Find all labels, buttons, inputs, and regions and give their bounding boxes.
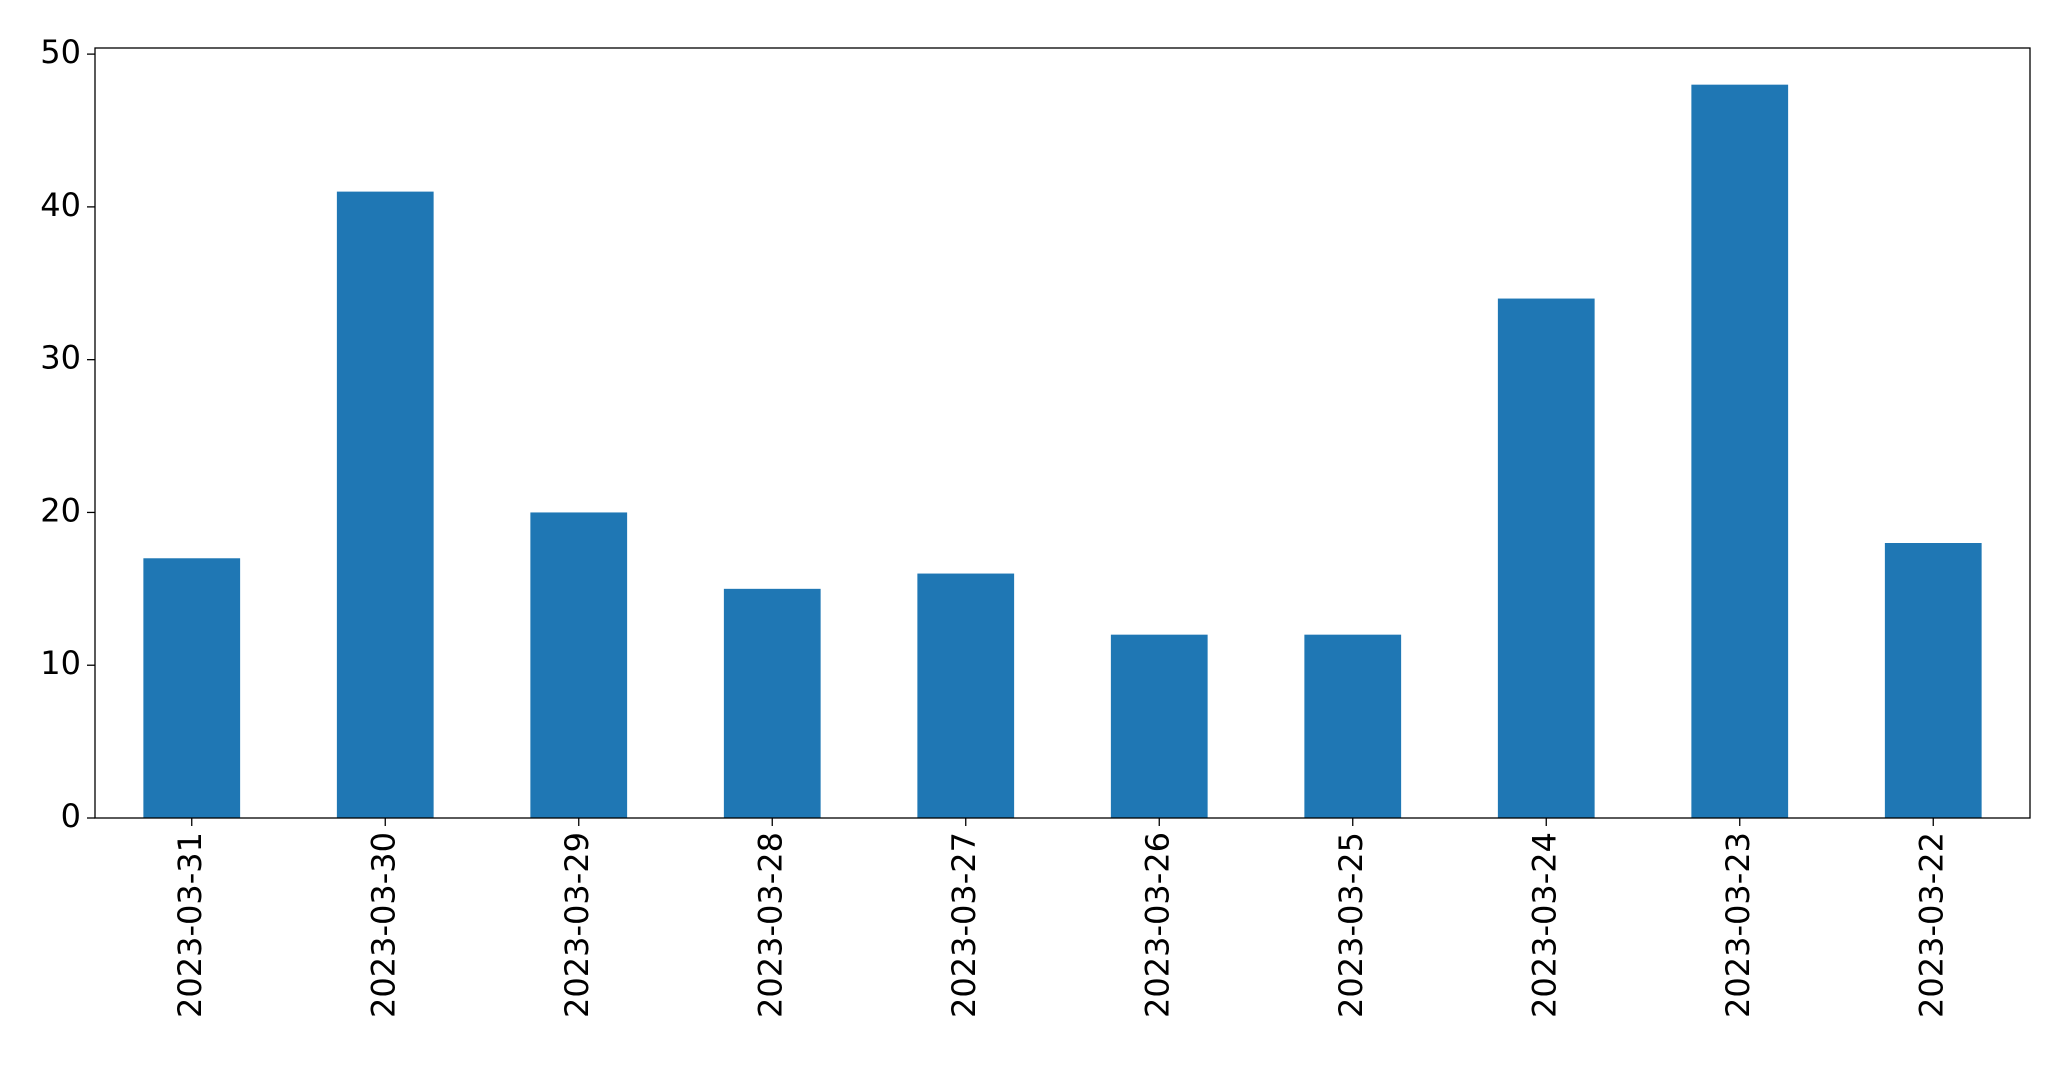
y-tick-label: 50	[40, 33, 81, 71]
bar	[723, 588, 821, 818]
y-tick-label: 0	[61, 797, 81, 835]
y-tick-label: 30	[40, 339, 81, 377]
bar	[1110, 634, 1208, 818]
x-tick-label: 2023-03-23	[1719, 832, 1757, 1018]
x-tick-label: 2023-03-24	[1525, 832, 1563, 1018]
bar	[143, 558, 241, 818]
bar	[1304, 634, 1402, 818]
x-tick-label: 2023-03-22	[1912, 832, 1950, 1018]
x-tick-label: 2023-03-29	[558, 832, 596, 1018]
y-tick-label: 10	[40, 644, 81, 682]
y-tick-label: 40	[40, 186, 81, 224]
bar	[1497, 298, 1595, 818]
bar	[917, 573, 1015, 818]
y-tick-label: 20	[40, 491, 81, 529]
x-tick-label: 2023-03-26	[1138, 832, 1176, 1018]
x-tick-label: 2023-03-31	[171, 832, 209, 1018]
bar	[530, 512, 628, 818]
x-tick-label: 2023-03-28	[751, 832, 789, 1018]
bar	[1884, 543, 1982, 818]
plot-frame	[94, 47, 2031, 819]
x-tick-label: 2023-03-30	[364, 832, 402, 1018]
bar	[336, 191, 434, 819]
x-tick-label: 2023-03-27	[945, 832, 983, 1018]
bar	[1691, 84, 1789, 818]
x-tick-label: 2023-03-25	[1332, 832, 1370, 1018]
